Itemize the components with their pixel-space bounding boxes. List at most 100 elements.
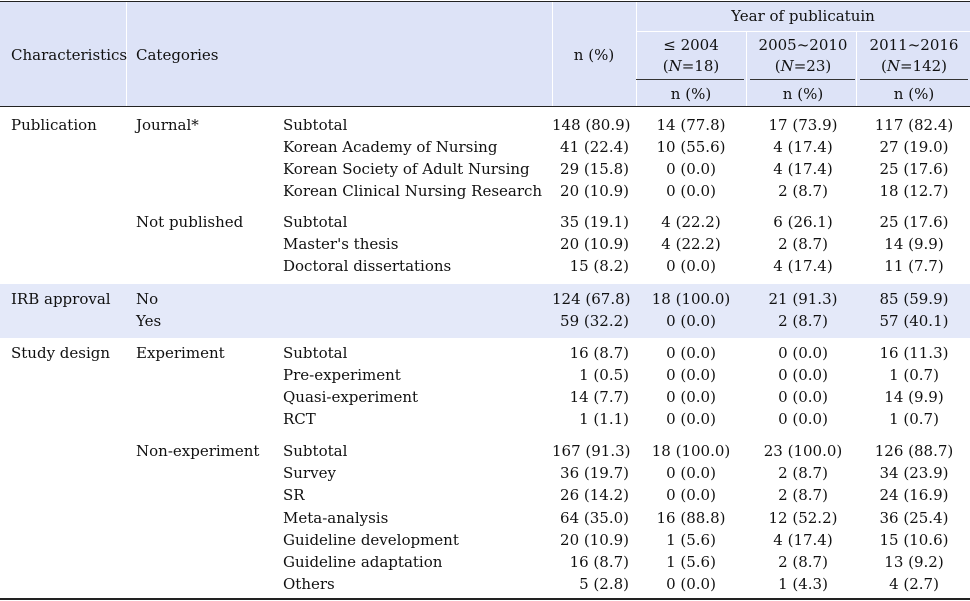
header-col3-n-pct: n (%) [893, 85, 935, 103]
table-bottom-rule [0, 598, 970, 600]
cell-category: No [136, 290, 159, 308]
cell-year-2011-2016: 4 (2.7) [889, 575, 939, 593]
cell-year-2011-2016: 126 (88.7) [874, 442, 954, 460]
cell-year-2005-2010: 12 (52.2) [768, 509, 838, 527]
header-col1-n: (N=18) [662, 57, 720, 75]
cell-year-2004: 0 (0.0) [666, 464, 716, 482]
cell-subcategory: Master's thesis [283, 235, 399, 253]
cell-subcategory: Subtotal [283, 116, 348, 134]
cell-total: 36 (19.7) [560, 464, 629, 482]
irb-row-band [0, 284, 970, 338]
cell-year-2011-2016: 13 (9.2) [884, 553, 944, 571]
cell-year-2011-2016: 25 (17.6) [879, 213, 949, 231]
cell-year-2011-2016: 36 (25.4) [879, 509, 949, 527]
cell-subcategory: SR [283, 486, 305, 504]
header-bottom-rule [0, 106, 970, 107]
cell-year-2004: 0 (0.0) [666, 366, 716, 384]
n-symbol: N [886, 57, 900, 75]
cell-year-2011-2016: 117 (82.4) [874, 116, 954, 134]
cell-total: 20 (10.9) [560, 235, 629, 253]
header-characteristics: Characteristics [11, 46, 128, 64]
cell-year-2011-2016: 27 (19.0) [879, 138, 949, 156]
cell-year-2005-2010: 1 (4.3) [778, 575, 828, 593]
cell-total: 5 (2.8) [579, 575, 629, 593]
cell-total: 64 (35.0) [560, 509, 629, 527]
cell-year-2004: 18 (100.0) [651, 290, 731, 308]
header-col2-n: (N=23) [774, 57, 832, 75]
header-column-separator [746, 32, 747, 106]
col1-n-value: 18 [694, 57, 714, 75]
cell-subcategory: Pre-experiment [283, 366, 401, 384]
cell-subcategory: Subtotal [283, 213, 348, 231]
header-col1-n-pct: n (%) [670, 85, 712, 103]
cell-year-2005-2010: 0 (0.0) [778, 366, 828, 384]
cell-total: 1 (0.5) [579, 366, 629, 384]
cell-year-2005-2010: 2 (8.7) [778, 553, 828, 571]
cell-year-2005-2010: 4 (17.4) [773, 531, 833, 549]
cell-category: Journal* [136, 116, 199, 134]
cell-subcategory: Korean Society of Adult Nursing [283, 160, 530, 178]
n-symbol: N [780, 57, 794, 75]
cell-year-2005-2010: 0 (0.0) [778, 344, 828, 362]
cell-subcategory: Korean Clinical Nursing Research [283, 182, 543, 200]
cell-total: 16 (8.7) [569, 553, 629, 571]
cell-year-2004: 0 (0.0) [666, 344, 716, 362]
cell-category: Not published [136, 213, 244, 231]
cell-total: 20 (10.9) [560, 531, 629, 549]
cell-year-2011-2016: 16 (11.3) [879, 344, 949, 362]
cell-characteristic: Publication [11, 116, 97, 134]
cell-year-2005-2010: 2 (8.7) [778, 182, 828, 200]
header-col3-n: (N=142) [880, 57, 948, 75]
header-row-separator [636, 31, 970, 32]
year-col2-underline [750, 79, 855, 80]
cell-subcategory: Korean Academy of Nursing [283, 138, 498, 156]
cell-characteristic: Study design [11, 344, 111, 362]
cell-year-2004: 0 (0.0) [666, 486, 716, 504]
cell-subcategory: Doctoral dissertations [283, 257, 452, 275]
cell-year-2005-2010: 6 (26.1) [773, 213, 833, 231]
cell-total: 20 (10.9) [560, 182, 629, 200]
cell-year-2005-2010: 4 (17.4) [773, 138, 833, 156]
cell-subcategory: Subtotal [283, 442, 348, 460]
cell-total: 41 (22.4) [560, 138, 629, 156]
header-col3-range: 2011~2016 [869, 36, 959, 54]
header-categories: Categories [136, 46, 219, 64]
cell-year-2005-2010: 4 (17.4) [773, 160, 833, 178]
cell-year-2004: 0 (0.0) [666, 575, 716, 593]
cell-subcategory: Guideline development [283, 531, 459, 549]
cell-total: 148 (80.9) [552, 116, 631, 134]
cell-year-2011-2016: 24 (16.9) [879, 486, 949, 504]
cell-year-2004: 4 (22.2) [661, 213, 721, 231]
header-col2-range: 2005~2010 [758, 36, 848, 54]
year-col1-underline [636, 79, 744, 80]
header-column-separator [126, 2, 127, 106]
cell-total: 14 (7.7) [569, 388, 629, 406]
cell-year-2005-2010: 23 (100.0) [763, 442, 843, 460]
cell-subcategory: RCT [283, 410, 316, 428]
cell-year-2004: 18 (100.0) [651, 442, 731, 460]
cell-category: Non-experiment [136, 442, 260, 460]
cell-total: 124 (67.8) [552, 290, 631, 308]
cell-year-2005-2010: 0 (0.0) [778, 410, 828, 428]
cell-year-2004: 14 (77.8) [656, 116, 726, 134]
header-column-separator [552, 2, 553, 106]
year-col3-underline [860, 79, 968, 80]
cell-total: 26 (14.2) [560, 486, 629, 504]
cell-year-2004: 0 (0.0) [666, 410, 716, 428]
cell-category: Experiment [136, 344, 225, 362]
cell-characteristic: IRB approval [11, 290, 111, 308]
cell-subcategory: Quasi-experiment [283, 388, 419, 406]
header-background [0, 2, 970, 106]
cell-year-2011-2016: 57 (40.1) [879, 312, 949, 330]
cell-subcategory: Meta-analysis [283, 509, 389, 527]
cell-year-2004: 0 (0.0) [666, 312, 716, 330]
table-top-rule [0, 1, 970, 2]
cell-subcategory: Survey [283, 464, 336, 482]
cell-year-2005-2010: 2 (8.7) [778, 486, 828, 504]
cell-year-2005-2010: 0 (0.0) [778, 388, 828, 406]
cell-total: 59 (32.2) [560, 312, 629, 330]
cell-total: 167 (91.3) [552, 442, 631, 460]
header-column-separator [636, 2, 637, 106]
header-year-group-title: Year of publicatuin [731, 7, 875, 25]
cell-year-2011-2016: 15 (10.6) [879, 531, 949, 549]
